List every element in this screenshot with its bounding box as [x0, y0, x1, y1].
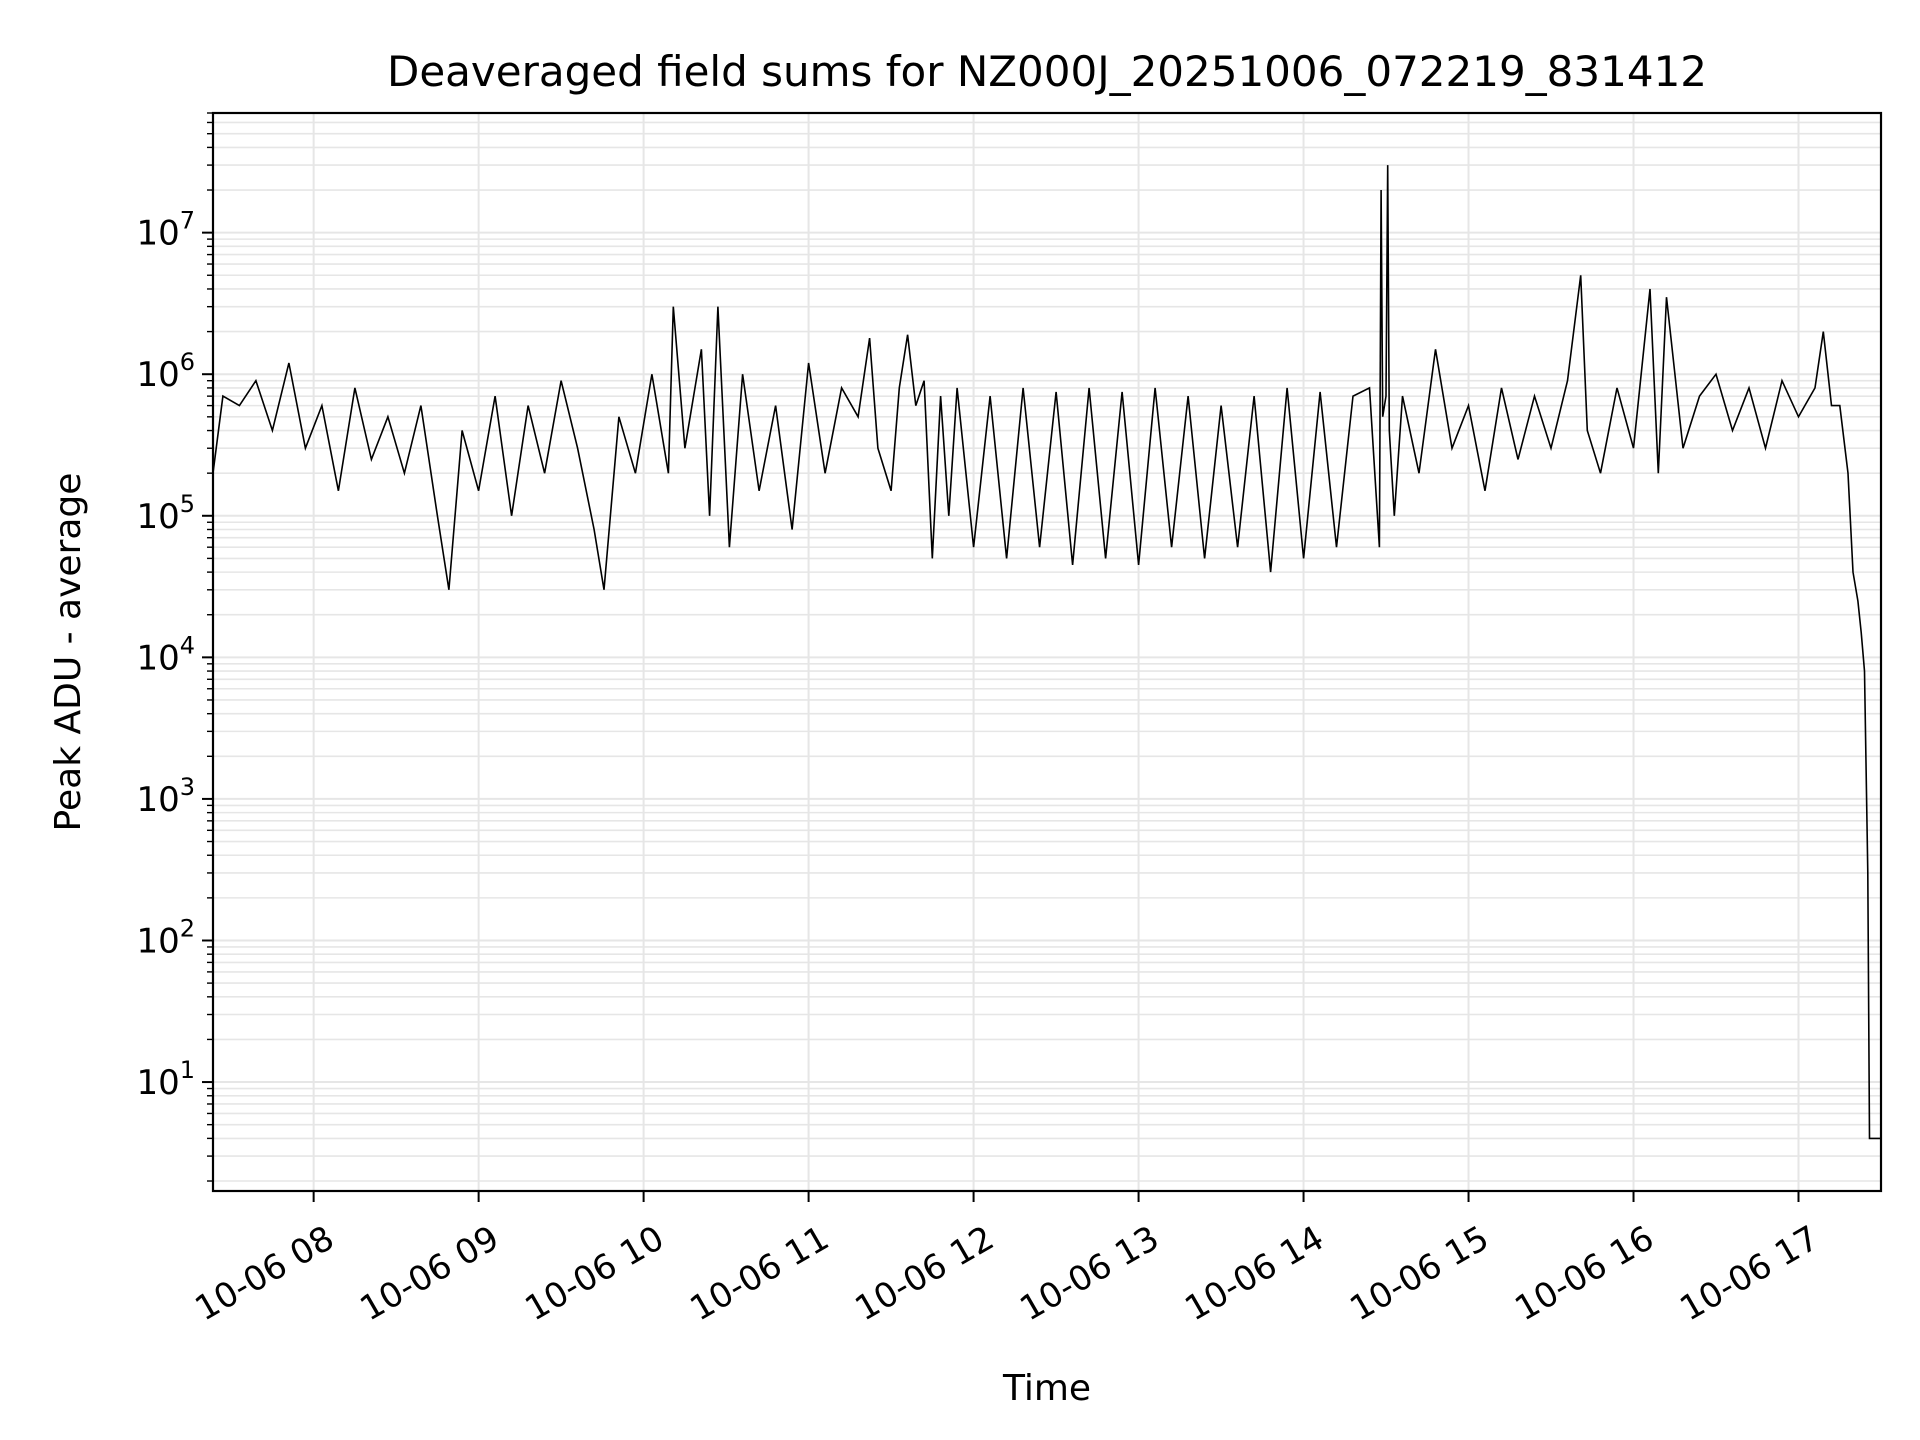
x-tick-label: 10-06 13	[1013, 1218, 1165, 1329]
x-tick-label: 10-06 10	[518, 1218, 670, 1329]
y-tick-label: 104	[136, 631, 195, 678]
x-tick-label: 10-06 11	[683, 1218, 835, 1329]
y-tick-label: 101	[136, 1056, 195, 1103]
x-tick-label: 10-06 17	[1673, 1218, 1825, 1329]
chart-title: Deaveraged field sums for NZ000J_2025100…	[387, 47, 1707, 96]
x-axis-label: Time	[1002, 1368, 1091, 1409]
x-tick-label: 10-06 12	[848, 1218, 1000, 1329]
x-tick-label: 10-06 15	[1343, 1218, 1495, 1329]
x-axis-ticks: 10-06 08 10-06 09 10-06 10 10-06 11 10-06 12…	[188, 1191, 1826, 1329]
data-series-line	[212, 165, 1881, 1140]
grid-lines	[213, 112, 1881, 1191]
x-tick-label: 10-06 09	[353, 1218, 505, 1329]
x-tick-label: 10-06 16	[1508, 1218, 1660, 1329]
y-tick-label: 106	[136, 348, 195, 395]
y-tick-label: 102	[136, 914, 195, 961]
y-tick-label: 105	[136, 490, 195, 537]
y-axis-ticks: 101 102 103 104 105 106 107	[136, 112, 213, 1182]
x-tick-label: 10-06 14	[1178, 1218, 1330, 1329]
y-tick-label: 103	[136, 773, 195, 820]
plot-frame	[211, 111, 1883, 1193]
y-tick-label: 107	[136, 207, 195, 254]
series-lines	[212, 165, 1881, 1140]
y-axis-label: Peak ADU - average	[48, 473, 89, 832]
x-tick-label: 10-06 08	[188, 1218, 340, 1329]
